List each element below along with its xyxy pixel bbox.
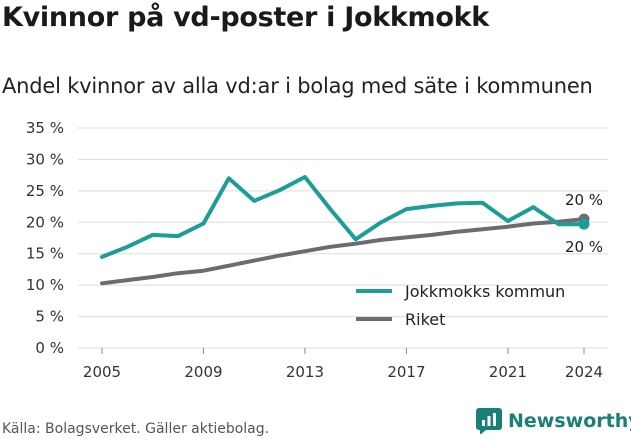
- y-tick-label: 25 %: [26, 182, 64, 200]
- end-value-label: 20 %: [565, 238, 603, 256]
- x-tick-label: 2009: [184, 363, 222, 381]
- brand-name: Newsworthy: [508, 410, 631, 432]
- y-tick-label: 0 %: [35, 339, 64, 357]
- y-tick-label: 20 %: [26, 213, 64, 231]
- series-lines: [100, 175, 586, 286]
- newsworthy-logo-icon: [476, 408, 502, 434]
- y-tick-label: 35 %: [26, 119, 64, 137]
- y-axis-ticks: 0 % 5 % 10 % 15 % 20 % 25 % 30 % 35 %: [26, 119, 64, 357]
- chart-subtitle: Andel kvinnor av alla vd:ar i bolag med …: [2, 74, 593, 98]
- line-chart: 0 %5 %10 %15 %20 %25 %30 %35 % 2005 2009 2…: [26, 119, 608, 381]
- y-tick-label: 15 %: [26, 245, 64, 263]
- x-tick-label: 2013: [286, 363, 324, 381]
- series-line-jokkmokk: [100, 175, 586, 259]
- source-note: Källa: Bolagsverket. Gäller aktiebolag.: [2, 421, 270, 437]
- legend-label: Riket: [405, 310, 445, 329]
- x-tick-label: 2005: [83, 363, 121, 381]
- x-tick-label: 2024: [565, 363, 603, 381]
- x-axis-ticks: 2005 2009 2013 2017 2021 2024: [83, 348, 603, 381]
- gridlines: [78, 127, 608, 349]
- y-tick-label: 30 %: [26, 150, 64, 168]
- legend-label: Jokkmokks kommun: [404, 282, 565, 301]
- end-point: [578, 218, 590, 230]
- brand-logo: Newsworthy: [476, 408, 631, 434]
- chart-title: Kvinnor på vd-poster i Jokkmokk: [2, 2, 489, 33]
- legend: Jokkmokks kommun Riket: [356, 282, 565, 329]
- series-line-riket: [100, 217, 586, 286]
- x-tick-label: 2021: [489, 363, 527, 381]
- y-tick-label: 10 %: [26, 276, 64, 294]
- end-markers: 20 % 20 %: [565, 191, 603, 256]
- x-tick-label: 2017: [387, 363, 425, 381]
- y-tick-label: 5 %: [35, 308, 64, 326]
- end-value-label: 20 %: [565, 191, 603, 209]
